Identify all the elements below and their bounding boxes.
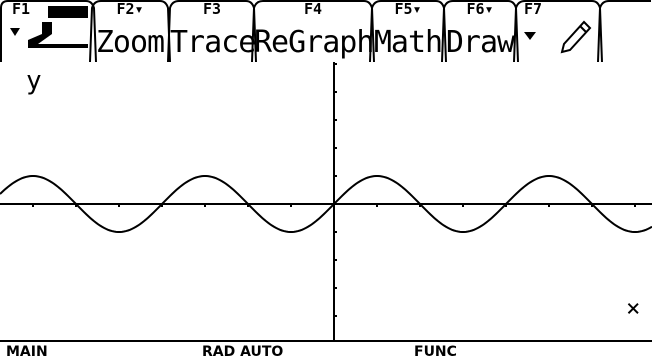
f5-math-tab[interactable]: F5▾ Math [372, 0, 444, 62]
f1-key-label: F1 [12, 0, 31, 18]
f7-pen-tab[interactable]: F7 [516, 0, 600, 62]
axes [0, 62, 652, 340]
free-cursor-icon: × [626, 294, 641, 322]
f6-key-label: F6▾ [466, 0, 494, 18]
regraph-menu-label: ReGraph [254, 25, 374, 60]
f7-key-label: F7 [524, 0, 543, 18]
f3-key-label: F3 [202, 0, 222, 18]
tools-icon [10, 6, 88, 48]
f4-key-label: F4 [303, 0, 323, 18]
draw-menu-label: Draw [445, 25, 515, 60]
angle-mode: RAD AUTO [202, 344, 284, 360]
f3-trace-tab[interactable]: F3 Trace [170, 0, 256, 62]
function-key-toolbar: F1 F2▾ Zoom F3 Trace F4 ReGraph F5▾ Math… [0, 0, 652, 62]
trace-menu-label: Trace [170, 25, 256, 60]
function-curve [0, 175, 652, 233]
f2-key-label: F2▾ [116, 0, 144, 18]
zoom-menu-label: Zoom [95, 25, 165, 60]
toolbar-tabs-outline [0, 0, 651, 62]
status-bar: MAIN RAD AUTO FUNC [0, 340, 652, 362]
f2-zoom-tab[interactable]: F2▾ Zoom [92, 0, 168, 62]
f6-draw-tab[interactable]: F6▾ Draw [444, 0, 516, 62]
f5-key-label: F5▾ [394, 0, 422, 18]
axis-ticks [32, 63, 636, 317]
current-folder: MAIN [6, 344, 48, 360]
f1-tools-tab[interactable]: F1 [2, 0, 92, 62]
math-menu-label: Math [373, 25, 443, 60]
pencil-icon [524, 20, 592, 54]
f4-regraph-tab[interactable]: F4 ReGraph [254, 0, 374, 62]
graph-plot-area[interactable] [0, 62, 652, 340]
y-axis-label: y [26, 66, 42, 96]
graph-mode: FUNC [414, 344, 457, 360]
